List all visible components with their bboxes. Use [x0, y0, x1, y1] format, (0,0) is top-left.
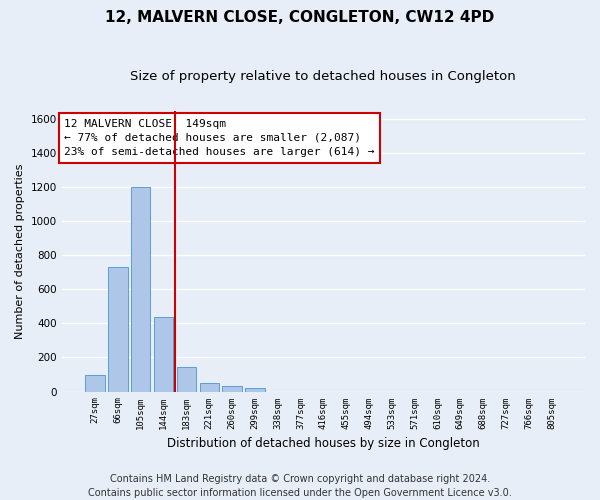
Bar [177, 367, 196, 392]
Text: 12 MALVERN CLOSE: 149sqm
← 77% of detached houses are smaller (2,087)
23% of sem: 12 MALVERN CLOSE: 149sqm ← 77% of detach… [64, 119, 375, 157]
Text: 12, MALVERN CLOSE, CONGLETON, CW12 4PD: 12, MALVERN CLOSE, CONGLETON, CW12 4PD [106, 10, 494, 25]
Bar [131, 187, 151, 392]
Bar [200, 383, 219, 392]
Bar [108, 267, 128, 392]
Bar [223, 386, 242, 392]
Bar [154, 316, 173, 392]
Text: Contains HM Land Registry data © Crown copyright and database right 2024.
Contai: Contains HM Land Registry data © Crown c… [88, 474, 512, 498]
Y-axis label: Number of detached properties: Number of detached properties [15, 164, 25, 338]
Bar [245, 388, 265, 392]
Bar [85, 374, 105, 392]
Title: Size of property relative to detached houses in Congleton: Size of property relative to detached ho… [130, 70, 516, 83]
X-axis label: Distribution of detached houses by size in Congleton: Distribution of detached houses by size … [167, 437, 480, 450]
